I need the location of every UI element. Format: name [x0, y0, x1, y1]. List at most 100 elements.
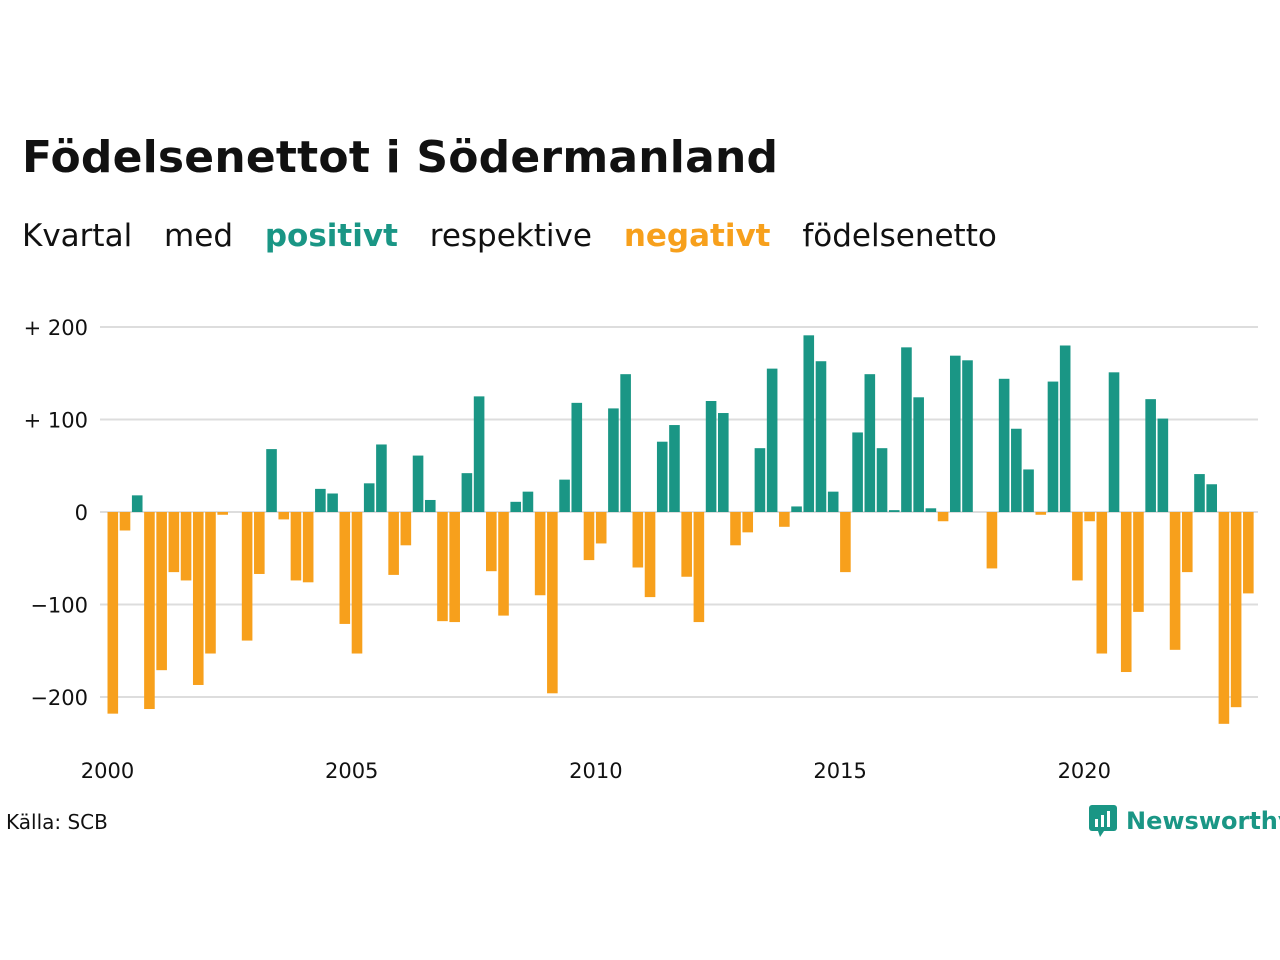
negative-bar [449, 512, 460, 623]
bar-chart: + 200 + 100 0 −100 −200 2000 2005 2010 2015 2020 [24, 316, 1258, 783]
positive-bar [876, 448, 888, 512]
chart-subtitle: Kvartal med positivt respektive negativt… [22, 218, 1019, 254]
positive-bar [1157, 418, 1169, 512]
negative-bar [1181, 512, 1193, 573]
positive-bar [1145, 399, 1156, 512]
x-tick-label: 2000 [81, 759, 134, 783]
negative-bar [1072, 512, 1083, 581]
positive-bar [620, 374, 631, 512]
positive-bar [718, 413, 729, 512]
negative-bar [290, 512, 302, 581]
newsworthy-logo-icon [1089, 805, 1117, 837]
negative-bar [1218, 512, 1230, 724]
brand-name: Newsworthy [1126, 807, 1280, 835]
negative-bar [1084, 512, 1095, 522]
positive-bar [705, 401, 717, 512]
negative-bar [779, 512, 790, 527]
negative-bar [486, 512, 497, 572]
y-tick-label: 0 [75, 501, 88, 525]
negative-bar [937, 512, 949, 522]
negative-bar [388, 512, 399, 575]
negative-bar [632, 512, 644, 568]
negative-bar [693, 512, 705, 623]
negative-bar [351, 512, 363, 654]
positive-bar [766, 368, 778, 512]
positive-bar [1206, 484, 1217, 512]
negative-bar [437, 512, 448, 622]
y-tick-label: −200 [30, 686, 88, 710]
negative-bar [1169, 512, 1181, 650]
chart-title: Födelsenettot i Södermanland [22, 132, 779, 183]
positive-bar [608, 408, 619, 512]
positive-bar [1011, 428, 1022, 512]
positive-bar [327, 493, 338, 512]
negative-bar [254, 512, 265, 574]
x-tick-label: 2005 [325, 759, 378, 783]
y-tick-label: + 200 [24, 316, 88, 340]
negative-bar [144, 512, 155, 710]
positive-bar [363, 483, 375, 512]
negative-bar [583, 512, 595, 561]
negative-bar [192, 512, 204, 685]
negative-bar [217, 512, 228, 515]
negative-bar [742, 512, 754, 533]
negative-bar [498, 512, 509, 616]
positive-bar [1194, 474, 1205, 512]
positive-bar [852, 432, 863, 512]
negative-bar [107, 512, 119, 714]
positive-bar [473, 396, 485, 512]
positive-bar [424, 499, 436, 512]
positive-bar [656, 441, 668, 512]
positive-bar [998, 378, 1010, 512]
negative-bar [241, 512, 253, 641]
positive-bar [412, 455, 424, 512]
negative-bar [840, 512, 851, 573]
negative-bar [400, 512, 412, 546]
negative-bar [1096, 512, 1108, 654]
negative-bar [644, 512, 656, 598]
negative-bar [986, 512, 998, 569]
positive-bar [949, 355, 961, 512]
positive-bar [559, 479, 570, 512]
source-note: Källa: SCB [6, 810, 108, 834]
negative-bar [1035, 512, 1047, 515]
x-tick-label: 2015 [813, 759, 866, 783]
positive-bar [522, 491, 534, 512]
positive-bar [461, 473, 473, 512]
positive-bar [1108, 372, 1120, 512]
subtitle-positive-label: positivt [264, 218, 398, 254]
positive-bar [266, 449, 277, 512]
subtitle-word: respektive [429, 218, 592, 254]
x-tick-label: 2010 [569, 759, 622, 783]
negative-bar [205, 512, 216, 654]
positive-bar [803, 335, 815, 512]
positive-bar [888, 510, 900, 512]
positive-bar [315, 488, 326, 512]
negative-bar [547, 512, 558, 694]
negative-bar [168, 512, 180, 573]
positive-bar [376, 444, 387, 512]
negative-bar [1243, 512, 1254, 594]
positive-bar [754, 448, 766, 512]
y-tick-label: + 100 [24, 409, 88, 433]
positive-bar [827, 491, 839, 512]
positive-bar [925, 508, 937, 512]
negative-bar [156, 512, 167, 671]
positive-bar [913, 397, 924, 512]
subtitle-word: med [164, 218, 233, 254]
positive-bar [571, 402, 583, 512]
negative-bar [180, 512, 192, 581]
negative-bar [278, 512, 290, 520]
negative-bar [119, 512, 131, 531]
positive-bar [1023, 469, 1034, 512]
subtitle-word: födelsenetto [802, 218, 997, 254]
x-tick-label: 2020 [1058, 759, 1111, 783]
positive-bar [1059, 345, 1071, 512]
negative-bar [534, 512, 546, 596]
positive-bar [962, 360, 973, 512]
positive-bar [510, 501, 522, 512]
positive-bar [864, 374, 876, 512]
negative-bar [730, 512, 741, 546]
positive-bar [131, 495, 143, 512]
positive-bar [669, 425, 680, 512]
